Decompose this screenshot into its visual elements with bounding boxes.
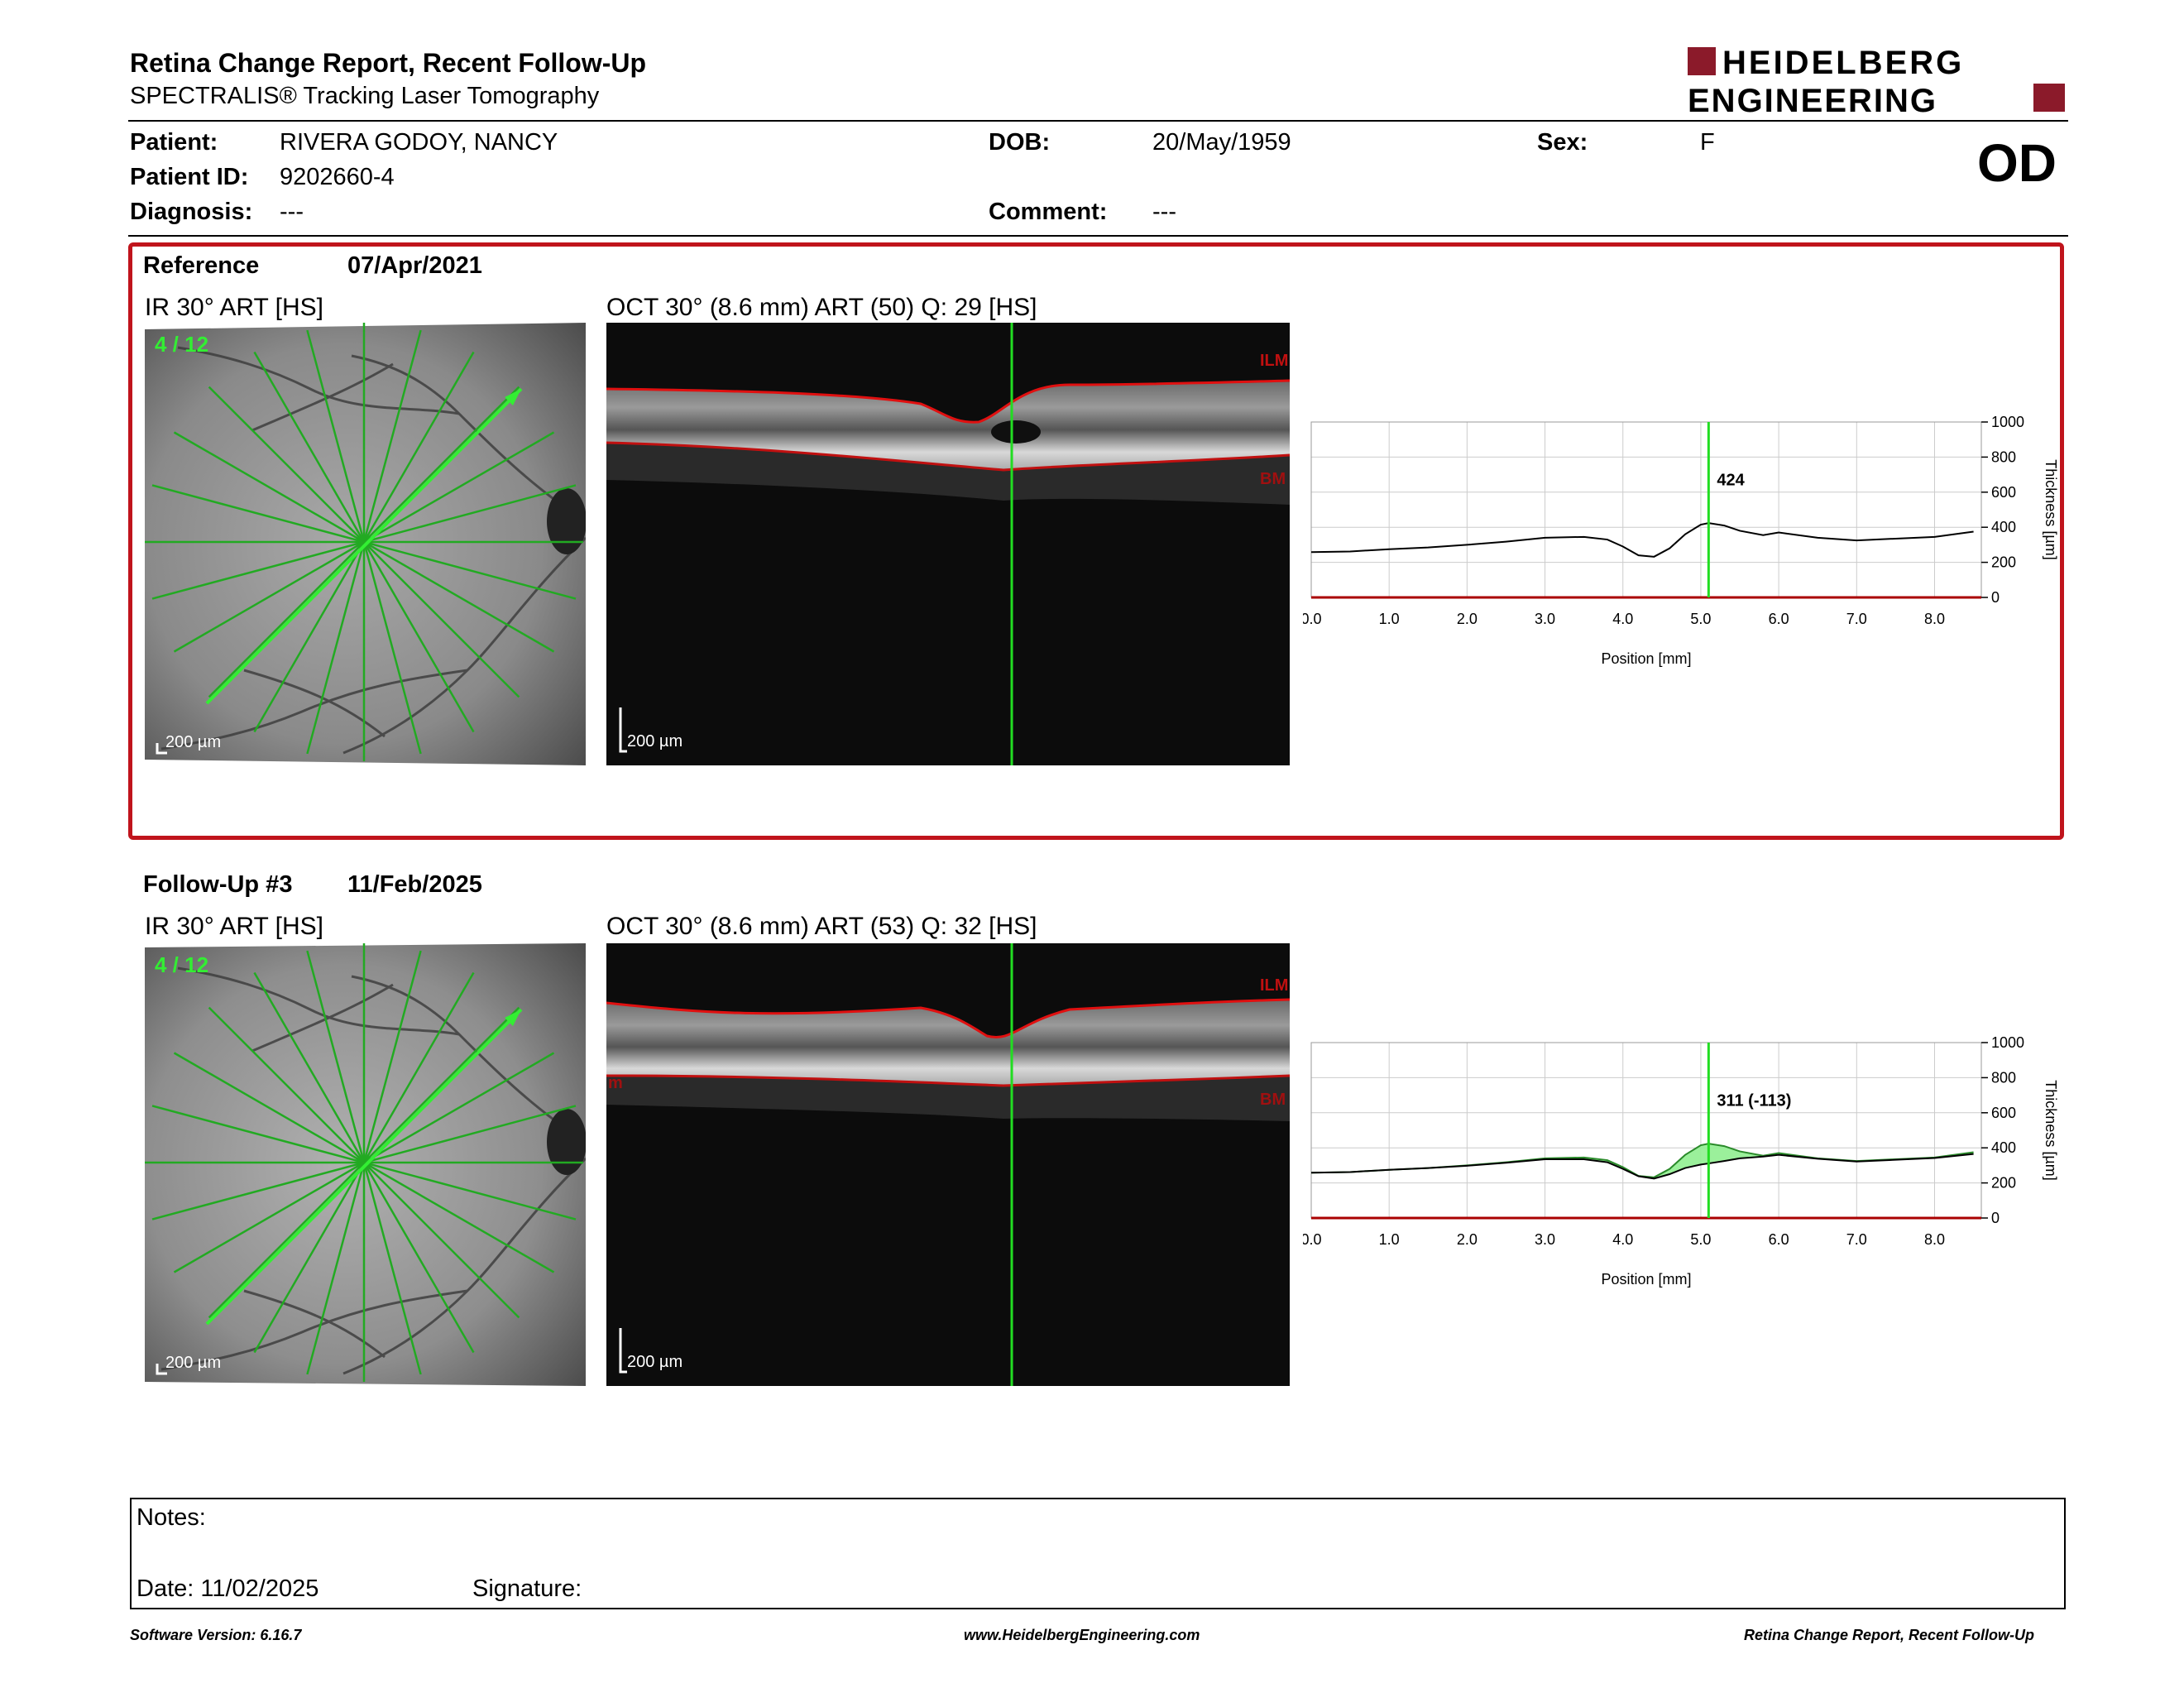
report-subtitle: SPECTRALIS® Tracking Laser Tomography — [130, 83, 600, 109]
patient-name: RIVERA GODOY, NANCY — [280, 129, 558, 156]
report-title: Retina Change Report, Recent Follow-Up — [130, 48, 647, 78]
oct-scale-bar: 200 µm — [627, 1353, 682, 1371]
x-axis-label: Position [mm] — [1601, 1271, 1691, 1288]
footer-url[interactable]: www.HeidelbergEngineering.com — [964, 1627, 1200, 1643]
x-tick-label: 1.0 — [1379, 1231, 1400, 1248]
x-tick-label: 3.0 — [1535, 611, 1555, 627]
y-axis-label: Thickness [µm] — [2043, 459, 2059, 559]
followup-oct-label: OCT 30° (8.6 mm) ART (53) Q: 32 [HS] — [606, 913, 1037, 940]
y-axis-label: Thickness [µm] — [2043, 1080, 2059, 1180]
reference-label: Reference — [143, 252, 260, 279]
left-marker: m — [608, 1074, 623, 1092]
dob-value: 20/May/1959 — [1152, 129, 1291, 156]
followup-date: 11/Feb/2025 — [347, 871, 482, 898]
bm-label: BM — [1260, 470, 1286, 488]
x-tick-label: 2.0 — [1457, 1231, 1478, 1248]
y-tick-label: 0 — [1991, 589, 2000, 606]
x-tick-label: 4.0 — [1612, 1231, 1633, 1248]
patient-id-label: Patient ID: — [130, 164, 249, 190]
reference-date: 07/Apr/2021 — [347, 252, 482, 279]
followup-thickness-chart: 0.0 1.0 2.0 3.0 4.0 5.0 6.0 7.0 8.0 0 200 400 600 800… — [1300, 1034, 2081, 1299]
diagnosis-label: Diagnosis: — [130, 199, 253, 225]
reference-thickness-chart: 0.0 1.0 2.0 3.0 4.0 5.0 6.0 7.0 8.0 0 200 400 600 800… — [1300, 414, 2081, 679]
sex-label: Sex: — [1537, 129, 1588, 156]
notes-box[interactable]: Notes: Date: 11/02/2025 Signature: — [130, 1498, 2066, 1609]
followup-oct-image[interactable]: ILM BM m 200 µm — [606, 943, 1291, 1386]
ilm-label: ILM — [1260, 352, 1288, 370]
diagnosis-value: --- — [280, 199, 304, 225]
reference-frame — [128, 242, 2064, 840]
x-tick-label: 5.0 — [1690, 1231, 1711, 1248]
ilm-label: ILM — [1260, 976, 1288, 995]
patient-rule — [128, 235, 2068, 237]
dob-label: DOB: — [989, 129, 1051, 156]
x-tick-label: 6.0 — [1769, 1231, 1789, 1248]
x-tick-label: 4.0 — [1612, 611, 1633, 627]
scan-line — [151, 1105, 577, 1220]
comment-label: Comment: — [989, 199, 1108, 225]
comment-value: --- — [1152, 199, 1176, 225]
x-tick-label: 7.0 — [1846, 1231, 1867, 1248]
y-tick-label: 800 — [1991, 448, 2016, 465]
eye-indicator: OD — [1977, 133, 2057, 193]
y-tick-label: 200 — [1991, 554, 2016, 571]
reference-oct-label: OCT 30° (8.6 mm) ART (50) Q: 29 [HS] — [606, 294, 1037, 321]
y-tick-label: 0 — [1991, 1210, 2000, 1226]
svg-text:HEIDELBERG: HEIDELBERG — [1722, 46, 1964, 81]
thickness-series — [1310, 522, 1974, 558]
x-tick-label: 8.0 — [1924, 1231, 1945, 1248]
cursor-value-label: 311 (-113) — [1717, 1091, 1791, 1110]
followup-label: Follow-Up #3 — [143, 871, 293, 898]
cursor-value-label: 424 — [1717, 471, 1745, 489]
scan-line — [151, 484, 577, 600]
header-rule — [128, 120, 2068, 122]
x-tick-label: 3.0 — [1535, 1231, 1555, 1248]
x-tick-label: 8.0 — [1924, 611, 1945, 627]
svg-text:ENGINEERING: ENGINEERING — [1688, 83, 1937, 116]
y-tick-label: 1000 — [1991, 1034, 2024, 1051]
date-label: Date: 11/02/2025 — [136, 1575, 319, 1602]
x-axis-label: Position [mm] — [1601, 650, 1691, 667]
ir-scale-bar: 200 µm — [165, 1354, 221, 1372]
x-tick-label: 2.0 — [1457, 611, 1478, 627]
followup-ir-image[interactable]: 4 / 12 200 µm — [145, 943, 587, 1386]
y-tick-label: 800 — [1991, 1069, 2016, 1086]
y-tick-label: 600 — [1991, 1105, 2016, 1121]
radial-scan-lines — [145, 943, 583, 1382]
x-tick-label: 0.0 — [1303, 1231, 1322, 1248]
scan-counter: 4 / 12 — [155, 952, 208, 977]
patient-id: 9202660-4 — [280, 164, 395, 190]
x-tick-label: 7.0 — [1846, 611, 1867, 627]
sex-value: F — [1700, 129, 1715, 156]
x-tick-label: 6.0 — [1769, 611, 1789, 627]
patient-label: Patient: — [130, 129, 218, 156]
plot-frame — [1310, 421, 1982, 598]
x-tick-label: 5.0 — [1690, 611, 1711, 627]
followup-ir-label: IR 30° ART [HS] — [145, 913, 323, 940]
thickness-series — [1310, 1153, 1974, 1180]
bm-label: BM — [1260, 1091, 1286, 1109]
x-tick-label: 0.0 — [1303, 611, 1322, 627]
signature-label: Signature: — [472, 1575, 582, 1602]
footer-report-name: Retina Change Report, Recent Follow-Up — [1744, 1627, 2035, 1643]
notes-label: Notes: — [136, 1504, 206, 1531]
scan-counter: 4 / 12 — [155, 332, 208, 357]
reference-oct-image[interactable]: ILM BM 200 µm — [606, 323, 1291, 765]
y-tick-label: 400 — [1991, 1139, 2016, 1156]
plot-frame — [1310, 1042, 1982, 1219]
y-tick-label: 400 — [1991, 519, 2016, 535]
ir-scale-bar: 200 µm — [165, 733, 221, 751]
heidelberg-logo: HEIDELBERG ENGINEERING — [1688, 45, 2068, 119]
software-version: Software Version: 6.16.7 — [130, 1627, 302, 1643]
reference-ir-image[interactable]: 4 / 12 200 µm — [145, 323, 587, 765]
radial-scan-lines — [145, 323, 583, 761]
oct-scale-bar: 200 µm — [627, 732, 682, 750]
y-tick-label: 200 — [1991, 1175, 2016, 1192]
reference-ir-label: IR 30° ART [HS] — [145, 294, 323, 321]
x-tick-label: 1.0 — [1379, 611, 1400, 627]
y-tick-label: 1000 — [1991, 414, 2024, 430]
y-tick-label: 600 — [1991, 484, 2016, 501]
